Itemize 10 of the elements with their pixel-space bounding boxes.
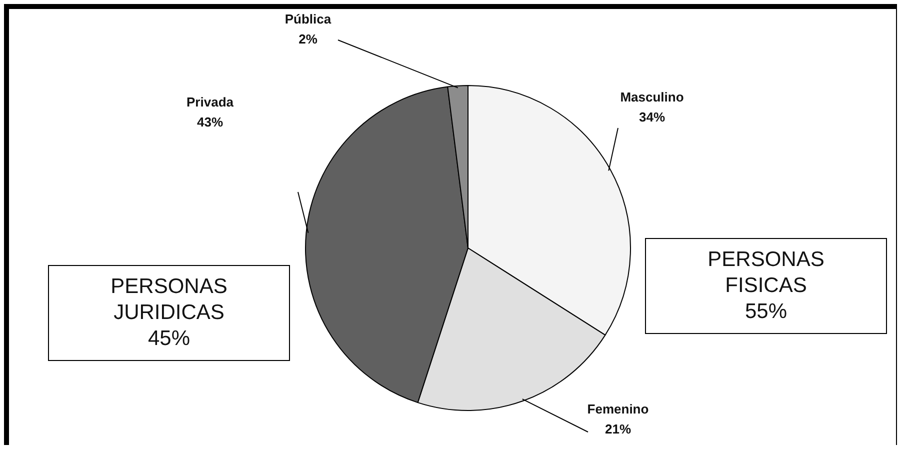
- data-label: 2%: [298, 32, 318, 47]
- text: PERSONAS JURIDICAS 45%: [48, 265, 290, 361]
- slice-label: Privada: [186, 94, 234, 110]
- text: PERSONAS FISICAS 55%: [645, 238, 887, 334]
- slice-label: Masculino: [620, 90, 684, 105]
- slice-label: Pública: [284, 12, 332, 27]
- slice-label: Femenino: [587, 402, 649, 417]
- data-label: 21%: [604, 422, 632, 437]
- data-label: 43%: [196, 114, 224, 130]
- data-label: 34%: [638, 110, 666, 125]
